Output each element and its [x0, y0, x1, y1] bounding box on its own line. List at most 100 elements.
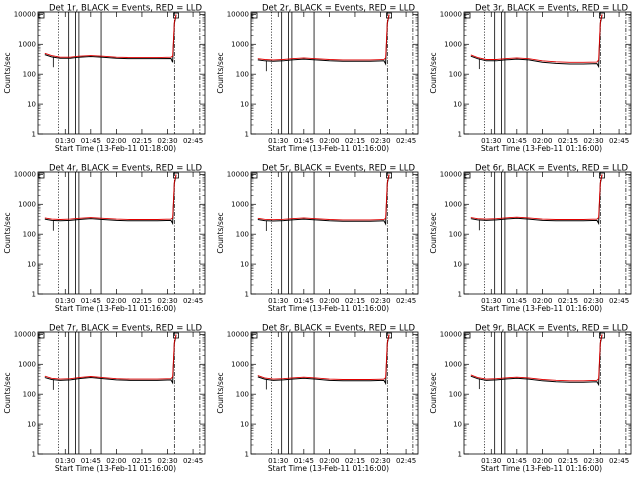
- series-line-lld: [257, 334, 390, 380]
- x-tick-label: 02:00: [106, 457, 126, 465]
- y-axis-label: Counts/sec: [3, 212, 12, 253]
- chart-title: Det 7r, BLACK = Events, RED = LLD: [49, 324, 203, 334]
- x-tick-label: 02:15: [132, 297, 152, 305]
- y-tick-label: 10000: [227, 331, 249, 339]
- series-line-events: [257, 14, 390, 66]
- y-tick-label: 10: [240, 420, 249, 428]
- y-tick-label: 10: [240, 100, 249, 108]
- series-line-lld: [470, 334, 603, 382]
- x-tick-label: 02:00: [532, 137, 552, 145]
- y-tick-label: 10: [27, 420, 36, 428]
- start-square-marker: [464, 332, 471, 339]
- series-line-events: [44, 334, 177, 385]
- end-square-marker: [599, 12, 605, 19]
- y-tick-label: 1: [245, 130, 249, 138]
- detector-panel: Det 2r, BLACK = Events, RED = LLD 1 10 100 1…: [213, 0, 426, 160]
- y-tick-label: 1: [245, 450, 249, 458]
- chart-title: Det 9r, BLACK = Events, RED = LLD: [475, 324, 629, 334]
- y-tick-label: 10000: [227, 171, 249, 179]
- series-line-events: [470, 14, 603, 69]
- x-tick-label: 02:15: [558, 137, 578, 145]
- y-tick-label: 10000: [227, 11, 249, 19]
- y-axis-label: Counts/sec: [216, 372, 225, 413]
- x-tick-label: 01:30: [481, 297, 501, 305]
- x-tick-label: 02:00: [319, 137, 339, 145]
- y-tick-label: 1000: [231, 41, 249, 49]
- y-axis-label: Counts/sec: [216, 52, 225, 93]
- x-tick-label: 02:45: [609, 137, 629, 145]
- x-tick-label: 01:30: [268, 137, 288, 145]
- detector-panel: Det 8r, BLACK = Events, RED = LLD 1 10 100 1…: [213, 320, 426, 480]
- detector-chart: Det 8r, BLACK = Events, RED = LLD 1 10 100 1…: [216, 324, 419, 473]
- detector-chart: Det 6r, BLACK = Events, RED = LLD 1 10 100 1…: [429, 164, 632, 313]
- series-line-lld: [44, 174, 177, 220]
- y-tick-label: 1: [32, 290, 36, 298]
- x-tick-label: 02:30: [370, 297, 390, 305]
- y-tick-label: 1000: [18, 201, 36, 209]
- x-tick-label: 01:45: [81, 297, 101, 305]
- chart-title: Det 5r, BLACK = Events, RED = LLD: [262, 164, 416, 174]
- x-tick-label: 02:00: [532, 297, 552, 305]
- y-tick-label: 100: [236, 70, 249, 78]
- plot-frame: [463, 11, 632, 135]
- start-square-marker: [464, 172, 471, 179]
- x-tick-label: 01:45: [81, 137, 101, 145]
- x-tick-label: 01:45: [507, 137, 527, 145]
- y-tick-label: 10000: [14, 11, 36, 19]
- y-tick-label: 10: [240, 260, 249, 268]
- y-tick-label: 100: [23, 230, 36, 238]
- x-tick-label: 01:45: [294, 137, 314, 145]
- x-tick-label: 01:30: [55, 137, 75, 145]
- y-axis-label: Counts/sec: [429, 212, 438, 253]
- y-tick-label: 1000: [231, 361, 249, 369]
- detector-chart: Det 7r, BLACK = Events, RED = LLD 1 10 100 1…: [3, 324, 206, 473]
- x-tick-label: 02:45: [396, 457, 416, 465]
- detector-chart: Det 9r, BLACK = Events, RED = LLD 1 10 100 1…: [429, 324, 632, 473]
- series-line-events: [257, 334, 390, 386]
- start-square-marker: [251, 332, 258, 339]
- end-square-marker: [386, 332, 392, 339]
- x-tick-label: 02:00: [106, 297, 126, 305]
- x-tick-label: 02:30: [157, 297, 177, 305]
- detector-chart: Det 2r, BLACK = Events, RED = LLD 1 10 100 1…: [216, 4, 419, 153]
- x-tick-label: 02:45: [183, 457, 203, 465]
- end-square-marker: [599, 172, 605, 179]
- y-tick-label: 1: [458, 450, 462, 458]
- x-tick-label: 02:15: [345, 297, 365, 305]
- y-tick-label: 10: [27, 100, 36, 108]
- x-tick-label: 02:30: [157, 137, 177, 145]
- x-tick-label: 01:30: [481, 137, 501, 145]
- y-tick-label: 10000: [440, 331, 462, 339]
- x-axis-label: Start Time (13-Feb-11 01:18:00): [55, 144, 176, 153]
- detector-panel: Det 5r, BLACK = Events, RED = LLD 1 10 100 1…: [213, 160, 426, 320]
- y-tick-label: 100: [23, 390, 36, 398]
- end-square-marker: [386, 12, 392, 19]
- x-tick-label: 01:30: [268, 457, 288, 465]
- detector-panel: Det 7r, BLACK = Events, RED = LLD 1 10 100 1…: [0, 320, 213, 480]
- x-tick-label: 02:00: [319, 457, 339, 465]
- series-line-lld: [257, 174, 390, 221]
- start-square-marker: [251, 172, 258, 179]
- detector-panel: Det 4r, BLACK = Events, RED = LLD 1 10 100 1…: [0, 160, 213, 320]
- x-tick-label: 02:15: [132, 137, 152, 145]
- series-line-lld: [470, 174, 603, 220]
- series-line-lld: [257, 14, 390, 61]
- series-line-lld: [44, 14, 177, 58]
- detector-panel: Det 9r, BLACK = Events, RED = LLD 1 10 100 1…: [426, 320, 639, 480]
- detector-panel: Det 3r, BLACK = Events, RED = LLD 1 10 100 1…: [426, 0, 639, 160]
- x-axis-label: Start Time (13-Feb-11 01:16:00): [268, 144, 389, 153]
- detector-panel: Det 6r, BLACK = Events, RED = LLD 1 10 100 1…: [426, 160, 639, 320]
- x-tick-label: 02:30: [370, 457, 390, 465]
- y-tick-label: 10000: [14, 331, 36, 339]
- x-tick-label: 02:00: [106, 137, 126, 145]
- series-line-events: [470, 334, 603, 387]
- start-square-marker: [38, 172, 45, 179]
- detector-chart: Det 5r, BLACK = Events, RED = LLD 1 10 100 1…: [216, 164, 419, 313]
- y-tick-label: 10: [27, 260, 36, 268]
- x-tick-label: 02:45: [396, 137, 416, 145]
- y-tick-label: 1000: [18, 41, 36, 49]
- end-square-marker: [173, 12, 179, 19]
- chart-title: Det 3r, BLACK = Events, RED = LLD: [475, 4, 629, 14]
- start-square-marker: [38, 332, 45, 339]
- series-line-lld: [470, 14, 603, 63]
